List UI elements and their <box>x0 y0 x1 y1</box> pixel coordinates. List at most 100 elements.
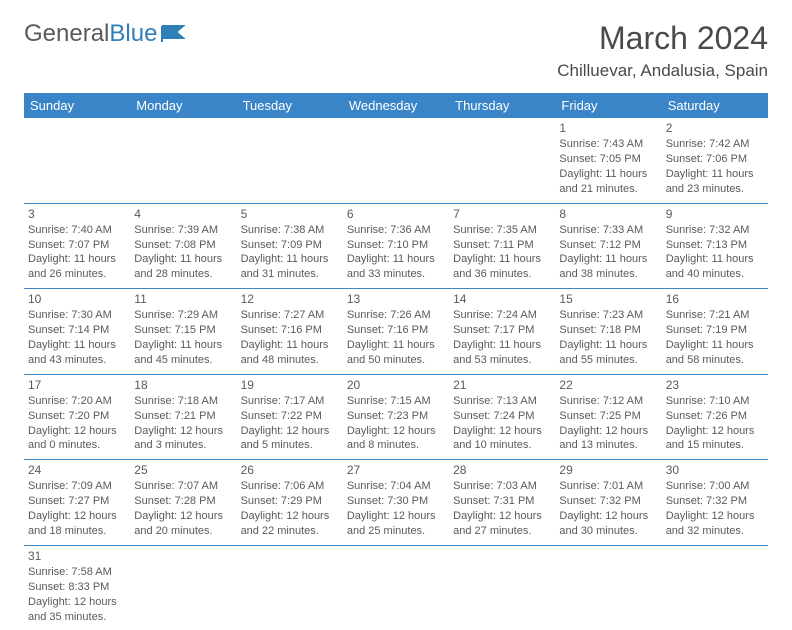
day-detail-line: and 15 minutes. <box>666 438 764 453</box>
day-detail-line: Sunset: 7:14 PM <box>28 323 126 338</box>
calendar-day-cell: 2Sunrise: 7:42 AMSunset: 7:06 PMDaylight… <box>662 118 768 203</box>
day-detail-line: Daylight: 12 hours <box>241 424 339 439</box>
day-detail-line: Daylight: 11 hours <box>666 252 764 267</box>
day-detail-line: Sunrise: 7:32 AM <box>666 223 764 238</box>
day-detail-line: Daylight: 11 hours <box>559 252 657 267</box>
calendar-day-cell: 20Sunrise: 7:15 AMSunset: 7:23 PMDayligh… <box>343 374 449 460</box>
day-detail-line: Sunset: 7:16 PM <box>241 323 339 338</box>
day-number: 29 <box>559 462 657 478</box>
day-detail-line: and 10 minutes. <box>453 438 551 453</box>
day-detail-line: and 58 minutes. <box>666 353 764 368</box>
day-detail-line: Sunset: 7:06 PM <box>666 152 764 167</box>
calendar-day-cell: 25Sunrise: 7:07 AMSunset: 7:28 PMDayligh… <box>130 460 236 546</box>
day-detail-line: Sunrise: 7:20 AM <box>28 394 126 409</box>
day-detail-line: and 38 minutes. <box>559 267 657 282</box>
day-detail-line: Daylight: 12 hours <box>28 424 126 439</box>
day-detail-line: Sunrise: 7:07 AM <box>134 479 232 494</box>
day-number: 5 <box>241 206 339 222</box>
calendar-empty-cell <box>662 545 768 630</box>
calendar-empty-cell <box>555 545 661 630</box>
day-detail-line: Sunrise: 7:29 AM <box>134 308 232 323</box>
calendar-day-cell: 30Sunrise: 7:00 AMSunset: 7:32 PMDayligh… <box>662 460 768 546</box>
day-detail-line: Daylight: 12 hours <box>28 509 126 524</box>
day-number: 18 <box>134 377 232 393</box>
calendar-week-row: 1Sunrise: 7:43 AMSunset: 7:05 PMDaylight… <box>24 118 768 203</box>
day-detail-line: Daylight: 11 hours <box>453 338 551 353</box>
day-number: 28 <box>453 462 551 478</box>
day-detail-line: Sunset: 7:12 PM <box>559 238 657 253</box>
day-detail-line: and 0 minutes. <box>28 438 126 453</box>
calendar-empty-cell <box>130 545 236 630</box>
day-detail-line: Sunset: 8:33 PM <box>28 580 126 595</box>
day-detail-line: Sunrise: 7:10 AM <box>666 394 764 409</box>
day-detail-line: and 40 minutes. <box>666 267 764 282</box>
day-number: 12 <box>241 291 339 307</box>
day-detail-line: Sunset: 7:08 PM <box>134 238 232 253</box>
calendar-day-cell: 3Sunrise: 7:40 AMSunset: 7:07 PMDaylight… <box>24 203 130 289</box>
calendar-empty-cell <box>449 545 555 630</box>
calendar-week-row: 17Sunrise: 7:20 AMSunset: 7:20 PMDayligh… <box>24 374 768 460</box>
day-detail-line: and 27 minutes. <box>453 524 551 539</box>
day-detail-line: Daylight: 12 hours <box>666 509 764 524</box>
day-detail-line: Sunrise: 7:18 AM <box>134 394 232 409</box>
day-detail-line: Daylight: 11 hours <box>347 338 445 353</box>
day-detail-line: and 36 minutes. <box>453 267 551 282</box>
day-number: 8 <box>559 206 657 222</box>
day-detail-line: Sunrise: 7:12 AM <box>559 394 657 409</box>
day-detail-line: and 43 minutes. <box>28 353 126 368</box>
day-detail-line: Sunrise: 7:39 AM <box>134 223 232 238</box>
day-detail-line: Sunrise: 7:21 AM <box>666 308 764 323</box>
day-number: 10 <box>28 291 126 307</box>
day-detail-line: and 23 minutes. <box>666 182 764 197</box>
day-detail-line: Daylight: 11 hours <box>241 252 339 267</box>
day-detail-line: and 8 minutes. <box>347 438 445 453</box>
day-detail-line: and 20 minutes. <box>134 524 232 539</box>
calendar-day-cell: 14Sunrise: 7:24 AMSunset: 7:17 PMDayligh… <box>449 289 555 375</box>
day-detail-line: Sunrise: 7:06 AM <box>241 479 339 494</box>
calendar-empty-cell <box>130 118 236 203</box>
day-detail-line: Daylight: 11 hours <box>559 338 657 353</box>
day-detail-line: Sunset: 7:27 PM <box>28 494 126 509</box>
day-number: 1 <box>559 120 657 136</box>
calendar-day-cell: 19Sunrise: 7:17 AMSunset: 7:22 PMDayligh… <box>237 374 343 460</box>
day-detail-line: and 22 minutes. <box>241 524 339 539</box>
day-number: 2 <box>666 120 764 136</box>
day-detail-line: Sunrise: 7:43 AM <box>559 137 657 152</box>
day-number: 19 <box>241 377 339 393</box>
calendar-empty-cell <box>343 118 449 203</box>
day-detail-line: Sunrise: 7:26 AM <box>347 308 445 323</box>
day-number: 17 <box>28 377 126 393</box>
title-block: March 2024 Chilluevar, Andalusia, Spain <box>557 20 768 81</box>
day-detail-line: and 55 minutes. <box>559 353 657 368</box>
calendar-day-cell: 24Sunrise: 7:09 AMSunset: 7:27 PMDayligh… <box>24 460 130 546</box>
day-number: 30 <box>666 462 764 478</box>
calendar-day-cell: 28Sunrise: 7:03 AMSunset: 7:31 PMDayligh… <box>449 460 555 546</box>
day-number: 14 <box>453 291 551 307</box>
day-detail-line: Daylight: 12 hours <box>134 424 232 439</box>
day-detail-line: Sunrise: 7:24 AM <box>453 308 551 323</box>
day-detail-line: Daylight: 11 hours <box>666 167 764 182</box>
day-number: 26 <box>241 462 339 478</box>
day-detail-line: Sunset: 7:23 PM <box>347 409 445 424</box>
calendar-day-cell: 11Sunrise: 7:29 AMSunset: 7:15 PMDayligh… <box>130 289 236 375</box>
calendar-day-cell: 1Sunrise: 7:43 AMSunset: 7:05 PMDaylight… <box>555 118 661 203</box>
flag-icon <box>161 24 187 44</box>
day-detail-line: Sunrise: 7:09 AM <box>28 479 126 494</box>
day-detail-line: and 21 minutes. <box>559 182 657 197</box>
day-detail-line: Daylight: 12 hours <box>347 424 445 439</box>
day-detail-line: and 30 minutes. <box>559 524 657 539</box>
day-detail-line: Daylight: 12 hours <box>453 424 551 439</box>
weekday-header: Friday <box>555 93 661 118</box>
day-detail-line: and 3 minutes. <box>134 438 232 453</box>
day-detail-line: and 33 minutes. <box>347 267 445 282</box>
day-number: 11 <box>134 291 232 307</box>
day-detail-line: and 26 minutes. <box>28 267 126 282</box>
calendar-day-cell: 21Sunrise: 7:13 AMSunset: 7:24 PMDayligh… <box>449 374 555 460</box>
day-detail-line: Sunrise: 7:23 AM <box>559 308 657 323</box>
day-number: 23 <box>666 377 764 393</box>
day-detail-line: and 28 minutes. <box>134 267 232 282</box>
calendar-day-cell: 5Sunrise: 7:38 AMSunset: 7:09 PMDaylight… <box>237 203 343 289</box>
day-detail-line: Daylight: 11 hours <box>559 167 657 182</box>
day-detail-line: Sunset: 7:22 PM <box>241 409 339 424</box>
day-detail-line: Sunset: 7:29 PM <box>241 494 339 509</box>
